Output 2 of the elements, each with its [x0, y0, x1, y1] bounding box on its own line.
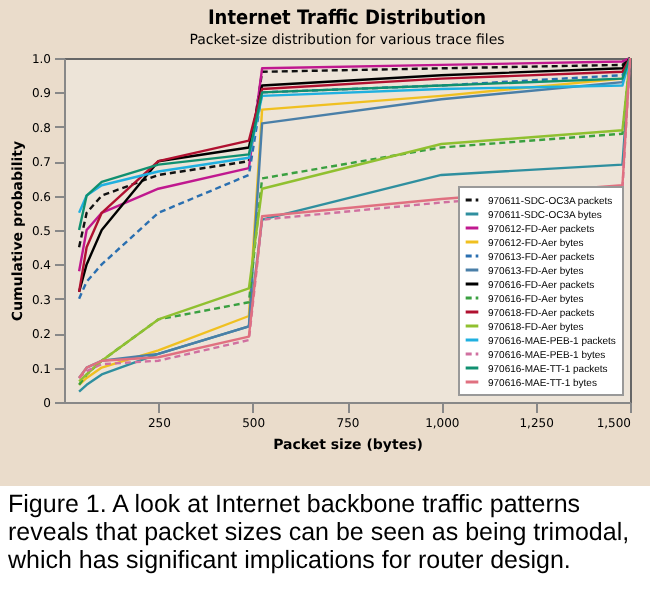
chart-title: Internet Traffic Distribution: [207, 8, 487, 30]
caption: Figure 1. A look at Internet backbone traffic patterns reveals that packet sizes can be seen as being trimodal, which has significant implications for router design.: [6, 488, 632, 578]
